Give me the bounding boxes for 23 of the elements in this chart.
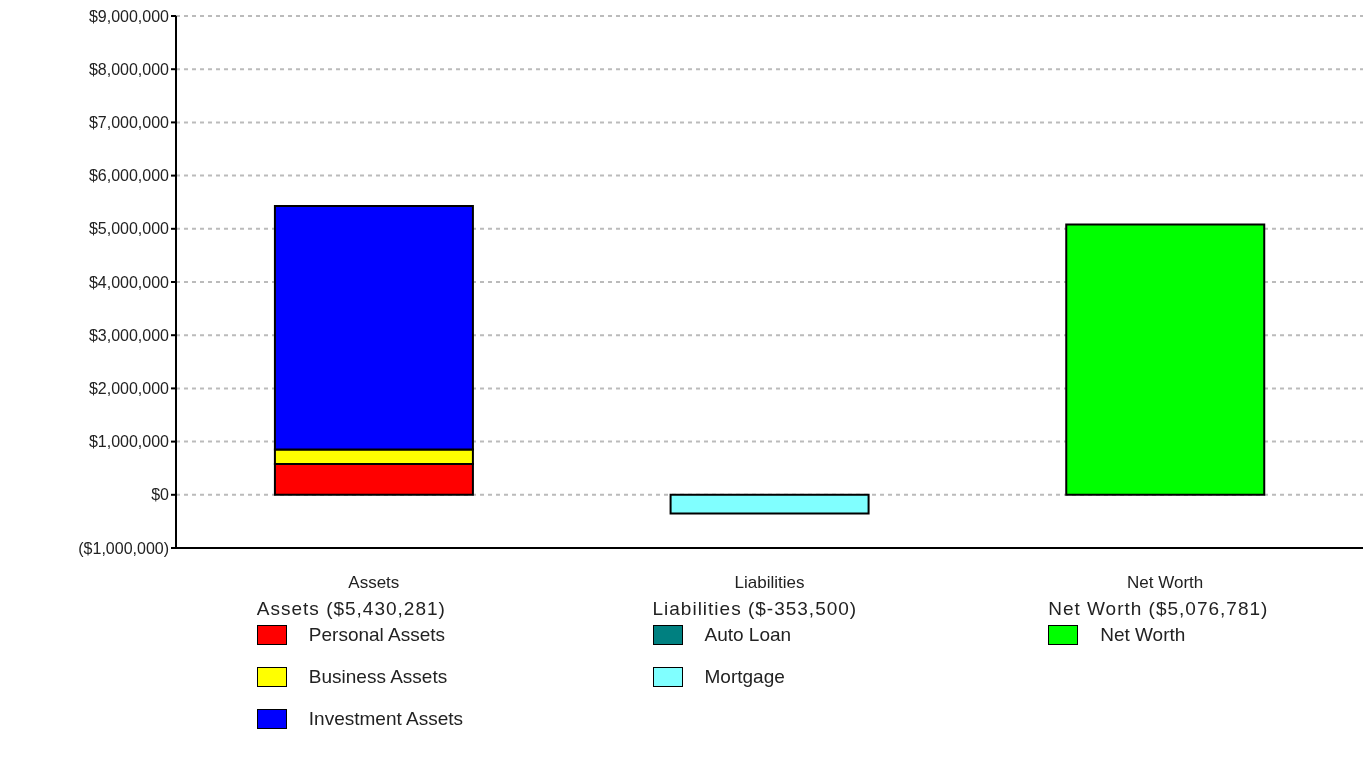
- legend-label: Business Assets: [308, 666, 448, 688]
- y-tick-label: $4,000,000: [88, 273, 170, 291]
- text: Liabilities ($-353,500): [652, 598, 858, 620]
- y-tick-label: $6,000,000: [88, 167, 170, 185]
- legend-label: Auto Loan: [704, 624, 792, 646]
- y-tick-label: $8,000,000: [88, 60, 170, 78]
- legend-label: Mortgage: [704, 666, 785, 688]
- y-tick-label: $2,000,000: [88, 380, 170, 398]
- text: Assets ($5,430,281): [256, 598, 447, 620]
- legend-label: Net Worth: [1100, 624, 1186, 646]
- y-tick-label: ($1,000,000): [78, 539, 169, 557]
- y-tick-label: $7,000,000: [88, 114, 170, 132]
- x-tick-label: Liabilities: [734, 573, 805, 593]
- y-tick-label: $3,000,000: [88, 326, 170, 344]
- text: Net Worth ($5,076,781): [1048, 598, 1269, 620]
- y-tick-label: $0: [151, 486, 170, 504]
- y-tick-label: $5,000,000: [88, 220, 170, 238]
- x-tick-label: Net Worth: [1127, 573, 1204, 593]
- x-tick-label: Assets: [348, 573, 400, 593]
- y-tick-label: $1,000,000: [88, 433, 170, 451]
- legend-label: Investment Assets: [308, 708, 464, 730]
- y-tick-label: $9,000,000: [88, 7, 170, 25]
- legend-label: Personal Assets: [308, 624, 446, 646]
